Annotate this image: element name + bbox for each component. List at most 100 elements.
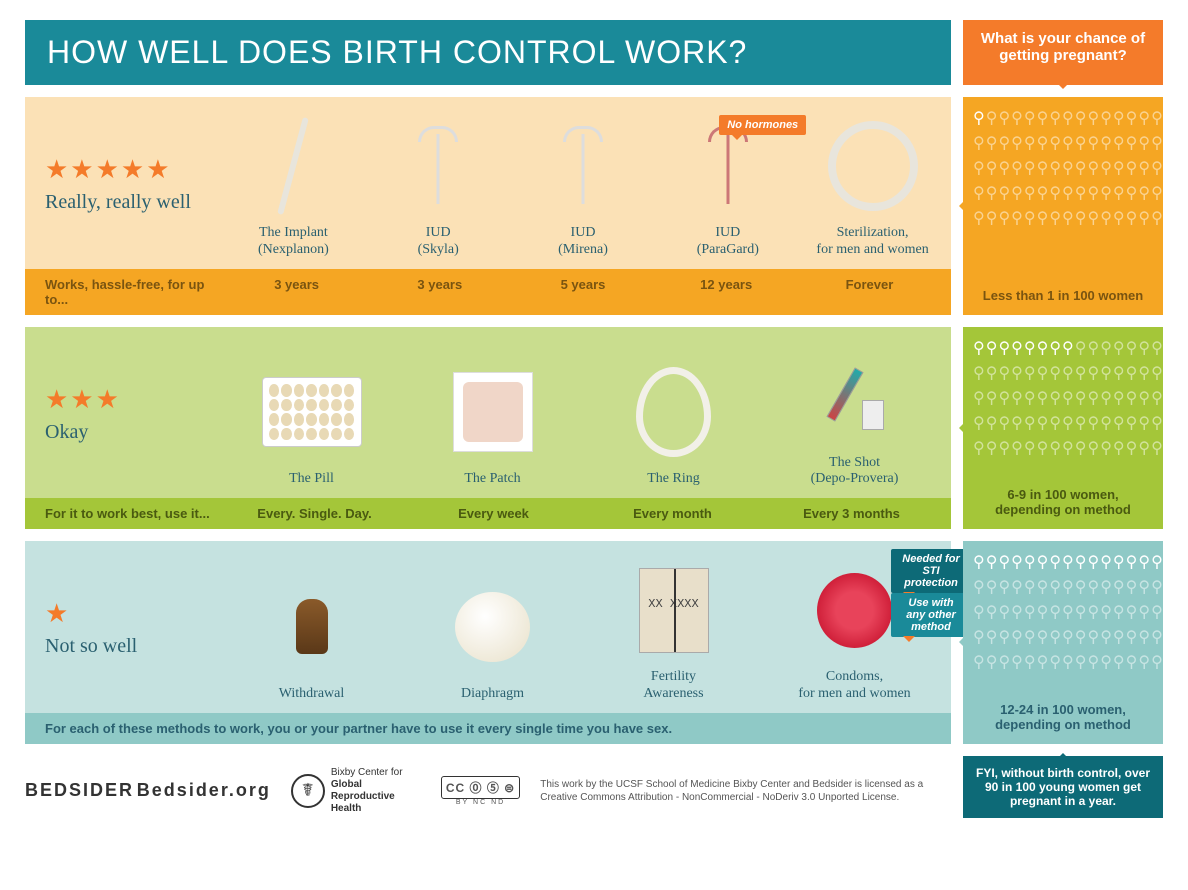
tier-3-side: ⚲⚲⚲⚲⚲⚲⚲⚲⚲⚲⚲⚲⚲⚲⚲⚲⚲⚲⚲⚲⚲⚲⚲⚲⚲⚲⚲⚲⚲⚲⚲⚲⚲⚲⚲⚲⚲⚲⚲⚲… (963, 541, 1163, 744)
method-implant: The Implant(Nexplanon) (225, 111, 362, 259)
bottom-section: BEDSIDER Bedsider.org ☤ Bixby Center for… (25, 756, 1163, 818)
tier-3-rating: ★ Not so well (35, 555, 225, 703)
attribution-row: BEDSIDER Bedsider.org ☤ Bixby Center for… (25, 756, 951, 818)
diaph-icon (406, 572, 579, 682)
method-knot: Sterilization,for men and women (804, 111, 941, 259)
stars-icon: ★★★★★ (45, 155, 172, 185)
method-notebook: XX XXXX FertilityAwareness (587, 555, 760, 703)
footer-items: Every. Single. Day.Every weekEvery month… (225, 506, 941, 521)
method-label: IUD(Skyla) (418, 225, 459, 259)
ring-icon (587, 357, 760, 467)
iud-icon (515, 111, 652, 221)
iud-icon (370, 111, 507, 221)
method-label: Sterilization,for men and women (816, 225, 928, 259)
method-label: The Patch (464, 471, 520, 488)
bixby-logo: ☤ Bixby Center for Global Reproductive H… (291, 767, 421, 815)
method-label: Diaphragm (461, 686, 524, 703)
tier-2-body: ★★★Okay The Pill The Patch The Ring The Shot… (25, 327, 951, 499)
cork-icon (225, 572, 398, 682)
patch-icon (406, 357, 579, 467)
tier-3: ★ Not so well Withdrawal Diaphragm XX XXXX Fe… (25, 541, 951, 744)
tier-3-methods: Withdrawal Diaphragm XX XXXX FertilityAware… (225, 555, 941, 703)
footer-item: 12 years (655, 277, 798, 307)
syringe-icon (768, 341, 941, 451)
method-label: The Pill (289, 471, 334, 488)
footer-item: Forever (798, 277, 941, 307)
method-label: IUD(Mirena) (558, 225, 608, 259)
main-title: HOW WELL DOES BIRTH CONTROL WORK? (25, 20, 951, 85)
method-label: Condoms,for men and women (798, 669, 910, 703)
method-label: The Shot(Depo-Provera) (811, 455, 899, 489)
callout-badge: Needed for STI protection (891, 549, 971, 593)
tier-1-footer: Works, hassle-free, for up to...3 years3… (25, 269, 951, 315)
stars-icon: ★ (45, 599, 70, 629)
footer-item: Every week (404, 506, 583, 521)
method-cork: Withdrawal (225, 572, 398, 703)
tier-2-methods: The Pill The Patch The Ring The Shot(Depo-P… (225, 341, 941, 489)
tiers-container: ★★★★★ Really, really well The Implant(Nexp… (25, 97, 1163, 744)
method-label: FertilityAwareness (643, 669, 703, 703)
tier-1-side: ⚲⚲⚲⚲⚲⚲⚲⚲⚲⚲⚲⚲⚲⚲⚲⚲⚲⚲⚲⚲⚲⚲⚲⚲⚲⚲⚲⚲⚲⚲⚲⚲⚲⚲⚲⚲⚲⚲⚲⚲… (963, 97, 1163, 315)
method-iud: IUD(Skyla) (370, 111, 507, 259)
tier-3-body: ★ Not so well Withdrawal Diaphragm XX XXXX Fe… (25, 541, 951, 713)
callout-badge: No hormones (719, 115, 806, 135)
method-pillpack: The Pill (225, 357, 398, 488)
tier-1: ★★★★★ Really, really well The Implant(Nexp… (25, 97, 951, 315)
tier-2-side: ⚲⚲⚲⚲⚲⚲⚲⚲⚲⚲⚲⚲⚲⚲⚲⚲⚲⚲⚲⚲⚲⚲⚲⚲⚲⚲⚲⚲⚲⚲⚲⚲⚲⚲⚲⚲⚲⚲⚲⚲… (963, 327, 1163, 530)
footer-lead: Works, hassle-free, for up to... (35, 277, 225, 307)
method-label: Withdrawal (279, 686, 345, 703)
footer-item: Every 3 months (762, 506, 941, 521)
cc-icons: CC ⓪ ⑤ ⊜ (441, 776, 520, 799)
knot-icon (804, 111, 941, 221)
method-label: The Implant(Nexplanon) (258, 225, 329, 259)
method-iud-copper: IUD(ParaGard)No hormones.method:nth-chil… (659, 111, 796, 259)
bixby-icon: ☤ (291, 774, 325, 808)
rating-label: Really, really well (45, 191, 191, 214)
rating-label: Not so well (45, 635, 137, 658)
method-condom: Condoms,for men and womenNeeded for STI … (768, 555, 941, 703)
pillpack-icon (225, 357, 398, 467)
tier-2: ★★★Okay The Pill The Patch The Ring The Shot… (25, 327, 951, 530)
footer-item: 3 years (368, 277, 511, 307)
bedsider-wordmark: BEDSIDER (25, 780, 134, 800)
method-syringe: The Shot(Depo-Provera) (768, 341, 941, 489)
fyi-box: FYI, without birth control, over 90 in 1… (963, 756, 1163, 818)
side-caption: Less than 1 in 100 women (973, 282, 1153, 305)
tier-2-rating: ★★★Okay (35, 341, 225, 489)
tier-1-row: ★★★★★ Really, really well The Implant(Nexp… (25, 97, 1163, 315)
license-text: This work by the UCSF School of Medicine… (540, 778, 951, 804)
method-ring: The Ring (587, 357, 760, 488)
method-label: IUD(ParaGard) (697, 225, 759, 259)
footer-item: 3 years (225, 277, 368, 307)
people-grid-icon: ⚲⚲⚲⚲⚲⚲⚲⚲⚲⚲⚲⚲⚲⚲⚲⚲⚲⚲⚲⚲⚲⚲⚲⚲⚲⚲⚲⚲⚲⚲⚲⚲⚲⚲⚲⚲⚲⚲⚲⚲… (973, 337, 1153, 476)
method-patch: The Patch (406, 357, 579, 488)
header-row: HOW WELL DOES BIRTH CONTROL WORK? What i… (25, 20, 1163, 85)
implant-icon (225, 111, 362, 221)
callout-badge: Use with any other method (891, 593, 971, 637)
tier-2-row: ★★★Okay The Pill The Patch The Ring The Shot… (25, 327, 1163, 530)
footer-item: Every. Single. Day. (225, 506, 404, 521)
tier-1-body: ★★★★★ Really, really well The Implant(Nexp… (25, 97, 951, 269)
tier-3-footer: For each of these methods to work, you o… (25, 713, 951, 744)
bedsider-url: Bedsider.org (137, 780, 271, 800)
method-label: The Ring (647, 471, 700, 488)
cc-sub: BY NC ND (441, 799, 520, 806)
footer-lead: For it to work best, use it... (35, 506, 225, 521)
footer-item: 5 years (511, 277, 654, 307)
footer-item: Every month (583, 506, 762, 521)
cc-badge: CC ⓪ ⑤ ⊜ BY NC ND (441, 776, 520, 806)
tier-1-methods: The Implant(Nexplanon) IUD(Skyla) IUD(Mire… (225, 111, 941, 259)
footer-items: 3 years3 years5 years12 yearsForever (225, 277, 941, 307)
method-iud: IUD(Mirena) (515, 111, 652, 259)
notebook-icon: XX XXXX (587, 555, 760, 665)
side-caption: 6-9 in 100 women,depending on method (973, 481, 1153, 519)
side-caption: 12-24 in 100 women,depending on method (973, 696, 1153, 734)
tier-1-rating: ★★★★★ Really, really well (35, 111, 225, 259)
people-grid-icon: ⚲⚲⚲⚲⚲⚲⚲⚲⚲⚲⚲⚲⚲⚲⚲⚲⚲⚲⚲⚲⚲⚲⚲⚲⚲⚲⚲⚲⚲⚲⚲⚲⚲⚲⚲⚲⚲⚲⚲⚲… (973, 551, 1153, 690)
stars-icon: ★★★ (45, 385, 121, 415)
tier-2-footer: For it to work best, use it...Every. Sin… (25, 498, 951, 529)
bixby-label: Bixby Center for Global Reproductive Hea… (331, 767, 403, 814)
tier-3-row: ★ Not so well Withdrawal Diaphragm XX XXXX Fe… (25, 541, 1163, 744)
method-diaph: Diaphragm (406, 572, 579, 703)
chance-header: What is your chance of getting pregnant? (963, 20, 1163, 85)
